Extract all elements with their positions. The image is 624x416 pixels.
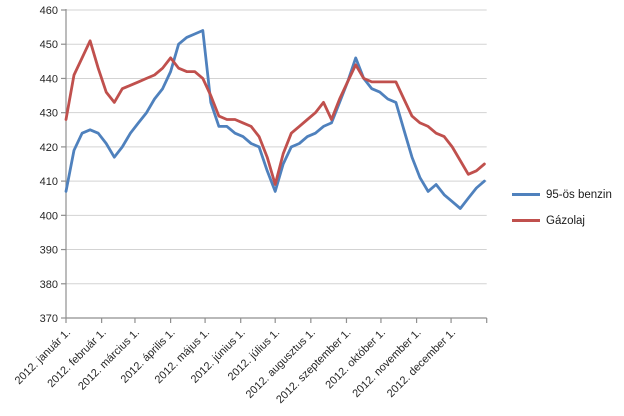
legend-item-benzin: 95-ös benzin bbox=[512, 186, 612, 203]
legend-label-gazolaj: Gázolaj bbox=[546, 214, 585, 227]
y-tick-label: 370 bbox=[40, 313, 58, 325]
y-tick-label: 430 bbox=[40, 108, 58, 120]
y-tick-label: 380 bbox=[40, 279, 58, 291]
y-tick-label: 450 bbox=[40, 39, 58, 51]
y-axis-tick-labels: 370 380 390 400 410 420 430 440 450 460 bbox=[40, 5, 66, 325]
series-line-benzin bbox=[64, 29, 486, 210]
axes bbox=[65, 9, 487, 319]
legend-line-swatch-gazolaj bbox=[512, 219, 540, 222]
series-line-gazolaj bbox=[64, 39, 486, 186]
x-tick-label: 2012. március 1. bbox=[76, 327, 142, 393]
x-tick-label: 2012. október 1. bbox=[323, 327, 388, 392]
legend-item-gazolaj: Gázolaj bbox=[512, 212, 612, 229]
y-tick-label: 390 bbox=[40, 245, 58, 257]
chart-legend: 95-ös benzin Gázolaj bbox=[512, 186, 612, 229]
x-tick-label: 2012. december 1. bbox=[385, 327, 458, 400]
y-tick-label: 460 bbox=[40, 5, 58, 17]
y-tick-label: 410 bbox=[40, 176, 58, 188]
x-axis-tick-labels: 2012. január 1.2012. február 1.2012. már… bbox=[13, 327, 458, 406]
y-tick-label: 400 bbox=[40, 210, 58, 222]
y-tick-label: 420 bbox=[40, 142, 58, 154]
gridlines bbox=[66, 9, 487, 319]
x-axis-ticks bbox=[65, 318, 488, 323]
y-tick-label: 440 bbox=[40, 73, 58, 85]
legend-line-swatch-benzin bbox=[512, 193, 540, 196]
legend-label-benzin: 95-ös benzin bbox=[546, 188, 612, 201]
